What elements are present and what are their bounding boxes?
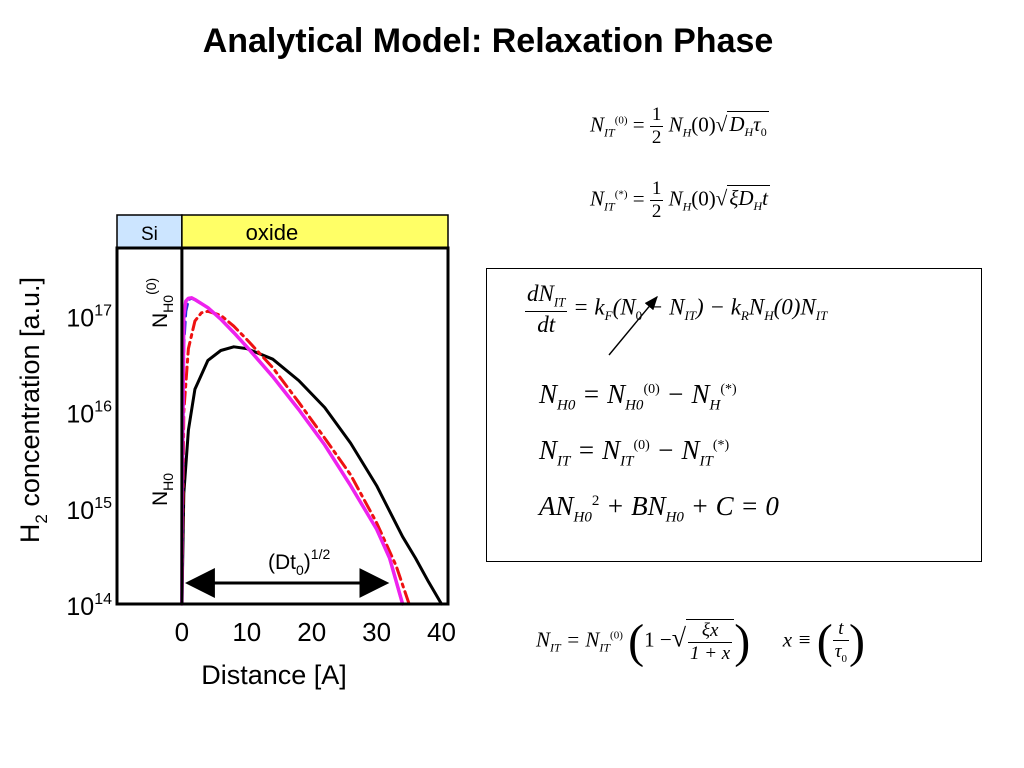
equation-nh0: NH0 = NH0(0) − NH(*) — [539, 379, 737, 414]
equation-final: NIT = NIT(0) (1 −√ ξx 1 + x) x ≡ (t τ0) — [536, 615, 866, 668]
x-tick-label: 0 — [175, 617, 189, 647]
series-black — [180, 345, 443, 606]
annotation-nh0-initial: NH0(0) — [143, 278, 176, 328]
equation-box: dNIT dt = kF(N0 − NIT) − kRNH(0)NIT NH0 =… — [486, 268, 982, 562]
annotation-nh0: NH0 — [149, 473, 176, 506]
y-tick-label: 1014 — [66, 591, 112, 621]
equation-nit: NIT = NIT(0) − NIT(*) — [539, 435, 730, 470]
y-axis-label: H2 concentration [a.u.] — [15, 277, 51, 543]
region-band-oxide — [181, 214, 449, 249]
series-red — [180, 309, 411, 606]
annotation-diffusion-length: (Dt0)1/2 — [268, 546, 330, 578]
x-tick-label: 10 — [232, 617, 261, 647]
x-tick-label: 30 — [362, 617, 391, 647]
y-tick-label: 1015 — [66, 495, 112, 525]
x-axis-label: Distance [A] — [201, 660, 347, 690]
equation-quadratic: ANH02 + BNH0 + C = 0 — [539, 491, 779, 526]
x-tick-label: 20 — [297, 617, 326, 647]
region-label: Si — [141, 224, 158, 245]
plot-frame — [115, 246, 450, 606]
y-tick-label: 1017 — [66, 302, 112, 332]
x-tick-label: 40 — [427, 617, 456, 647]
region-label: oxide — [246, 220, 299, 245]
y-tick-label: 1016 — [66, 399, 112, 429]
region-band-Si — [116, 214, 183, 249]
series-magenta — [180, 296, 405, 606]
rate-arrow-icon — [608, 295, 658, 356]
equation-rate: dNIT dt = kF(N0 − NIT) − kRNH(0)NIT — [525, 281, 828, 337]
page-title: Analytical Model: Relaxation Phase — [202, 22, 774, 60]
